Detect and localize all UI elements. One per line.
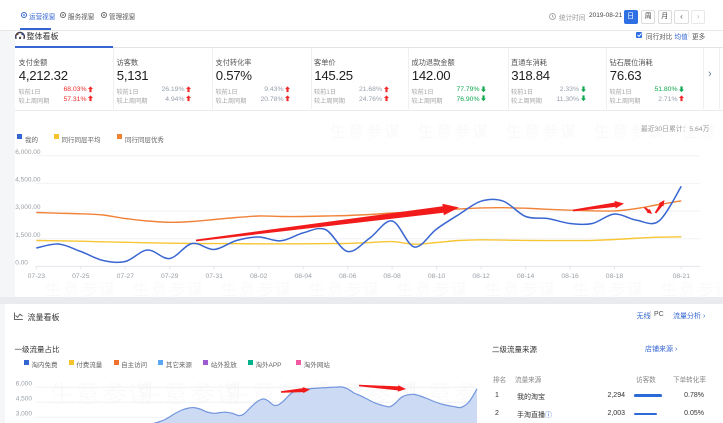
- svg-text:07-25: 07-25: [72, 273, 90, 280]
- svg-text:08-06: 08-06: [339, 273, 357, 280]
- svg-text:07-23: 07-23: [28, 273, 46, 280]
- svg-text:6,000: 6,000: [16, 380, 33, 387]
- svg-text:08-08: 08-08: [383, 273, 401, 280]
- svg-text:07-31: 07-31: [206, 273, 224, 280]
- svg-text:3,000: 3,000: [16, 410, 33, 417]
- svg-text:6,000.00: 6,000.00: [15, 149, 41, 156]
- svg-text:3,000.00: 3,000.00: [15, 204, 41, 211]
- svg-text:08-04: 08-04: [295, 273, 313, 280]
- svg-text:08-10: 08-10: [428, 273, 446, 280]
- svg-text:4,500.00: 4,500.00: [15, 177, 41, 184]
- svg-text:0.00: 0.00: [15, 260, 28, 267]
- svg-text:08-14: 08-14: [517, 273, 535, 280]
- svg-text:08-21: 08-21: [673, 273, 691, 280]
- svg-text:4,500: 4,500: [16, 395, 33, 402]
- svg-text:08-12: 08-12: [472, 273, 490, 280]
- svg-text:07-29: 07-29: [161, 273, 179, 280]
- svg-text:08-18: 08-18: [606, 273, 624, 280]
- svg-text:08-02: 08-02: [250, 273, 268, 280]
- svg-text:08-16: 08-16: [561, 273, 579, 280]
- svg-text:07-27: 07-27: [117, 273, 135, 280]
- svg-text:1,500.00: 1,500.00: [15, 232, 41, 239]
